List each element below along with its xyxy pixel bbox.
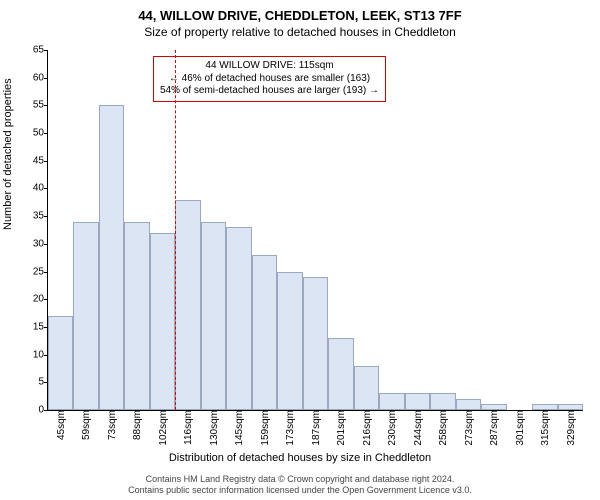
footer-line: Contains HM Land Registry data © Crown c… (0, 474, 600, 485)
x-tick-label: 130sqm (207, 410, 220, 446)
y-tick-mark (44, 78, 48, 79)
histogram-bar (48, 316, 73, 410)
y-tick-mark (44, 161, 48, 162)
x-tick-label: 329sqm (564, 410, 577, 446)
annotation-box: 44 WILLOW DRIVE: 115sqm ← 46% of detache… (153, 56, 386, 102)
x-tick-label: 88sqm (130, 410, 143, 440)
y-tick-mark (44, 299, 48, 300)
y-tick-mark (44, 244, 48, 245)
x-tick-label: 244sqm (411, 410, 424, 446)
x-axis-label: Distribution of detached houses by size … (0, 452, 600, 464)
histogram-bar (99, 105, 124, 410)
y-tick-mark (44, 133, 48, 134)
histogram-bar (175, 200, 200, 410)
annotation-line: 44 WILLOW DRIVE: 115sqm (160, 60, 379, 73)
histogram-bar (201, 222, 226, 410)
annotation-line: ← 46% of detached houses are smaller (16… (160, 73, 379, 86)
y-axis-label: Number of detached properties (2, 78, 14, 230)
y-tick-mark (44, 272, 48, 273)
x-tick-label: 159sqm (258, 410, 271, 446)
x-tick-label: 145sqm (232, 410, 245, 446)
x-tick-label: 258sqm (436, 410, 449, 446)
histogram-bar (124, 222, 149, 410)
histogram-bar (277, 272, 302, 410)
x-tick-label: 315sqm (538, 410, 551, 446)
x-tick-label: 116sqm (181, 410, 194, 445)
y-tick-mark (44, 410, 48, 411)
x-tick-label: 173sqm (283, 410, 296, 446)
reference-line (175, 50, 176, 410)
histogram-bar (73, 222, 98, 410)
histogram-bar (354, 366, 379, 410)
x-tick-label: 201sqm (334, 410, 347, 446)
y-tick-mark (44, 216, 48, 217)
x-tick-label: 273sqm (462, 410, 475, 446)
chart-title: 44, WILLOW DRIVE, CHEDDLETON, LEEK, ST13… (0, 0, 600, 23)
x-tick-label: 102sqm (156, 410, 169, 446)
x-tick-label: 216sqm (360, 410, 373, 446)
histogram-bar (456, 399, 481, 410)
y-tick-mark (44, 50, 48, 51)
plot-area: 44 WILLOW DRIVE: 115sqm ← 46% of detache… (47, 50, 583, 411)
x-tick-label: 73sqm (105, 410, 118, 440)
histogram-bar (150, 233, 175, 410)
x-tick-label: 187sqm (309, 410, 322, 446)
histogram-bar (379, 393, 404, 410)
histogram-bar (405, 393, 430, 410)
chart-subtitle: Size of property relative to detached ho… (0, 23, 600, 39)
y-tick-mark (44, 105, 48, 106)
x-tick-label: 45sqm (54, 410, 67, 440)
histogram-bar (303, 277, 328, 410)
chart-container: 44, WILLOW DRIVE, CHEDDLETON, LEEK, ST13… (0, 0, 600, 500)
histogram-bar (226, 227, 251, 410)
x-tick-label: 301sqm (513, 410, 526, 446)
annotation-line: 54% of semi-detached houses are larger (… (160, 85, 379, 98)
footer-attribution: Contains HM Land Registry data © Crown c… (0, 474, 600, 496)
y-tick-mark (44, 188, 48, 189)
histogram-bar (430, 393, 455, 410)
histogram-bar (252, 255, 277, 410)
histogram-bar (328, 338, 353, 410)
x-tick-label: 287sqm (487, 410, 500, 446)
x-tick-label: 230sqm (385, 410, 398, 446)
footer-line: Contains public sector information licen… (0, 485, 600, 496)
x-tick-label: 59sqm (79, 410, 92, 440)
